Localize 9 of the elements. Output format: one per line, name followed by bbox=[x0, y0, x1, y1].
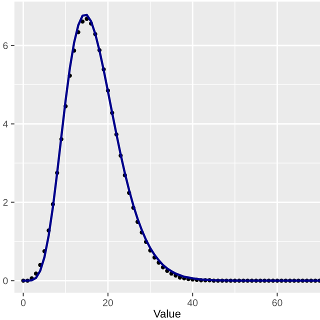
y-tick-label: 6 bbox=[3, 42, 8, 50]
x-axis-title: Value bbox=[153, 310, 181, 318]
x-tick-label: 20 bbox=[103, 299, 113, 306]
y-tick-label: 4 bbox=[2, 120, 8, 128]
x-tick-label: 0 bbox=[20, 299, 26, 306]
x-tick-label: 60 bbox=[272, 299, 282, 306]
y-tick-label: 2 bbox=[3, 199, 8, 206]
x-tick-label: 40 bbox=[187, 299, 198, 306]
y-tick-label: 0 bbox=[3, 277, 8, 284]
